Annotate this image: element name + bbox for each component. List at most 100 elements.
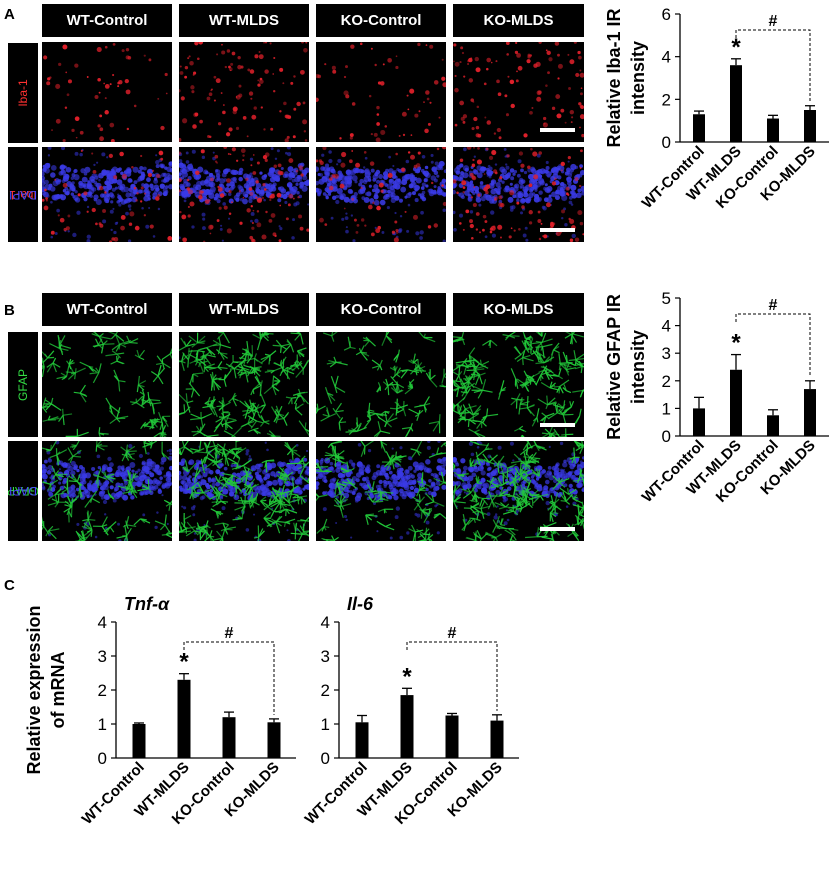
y-tick-label: 0	[321, 749, 330, 768]
significance-hash: #	[769, 297, 778, 314]
bar	[177, 679, 191, 758]
micrograph-iba1-row	[0, 42, 829, 142]
y-tick-label: 2	[662, 90, 671, 109]
y-tick-label: 4	[662, 48, 671, 67]
micrograph-image	[179, 332, 309, 437]
y-tick-label: 6	[662, 5, 671, 24]
y-axis-label: Relative GFAP IR	[604, 294, 624, 440]
significance-star: *	[731, 34, 741, 61]
scale-bar	[540, 527, 575, 531]
bar	[445, 715, 459, 758]
micrograph-image	[42, 441, 172, 541]
micrograph-image	[453, 332, 584, 437]
row-label-iba1: Iba-1	[8, 43, 38, 143]
chart-iba1-intensity: 0246WT-ControlWT-MLDSKO-ControlKO-MLDS*#…	[604, 5, 829, 212]
category-label: WT-Control	[79, 759, 148, 828]
row-label-gfap-dapi: GFAP DAPI	[8, 441, 38, 541]
micrograph-image	[316, 42, 446, 142]
y-tick-label: 4	[98, 613, 107, 632]
significance-hash: #	[769, 13, 778, 30]
bar	[767, 415, 779, 436]
micrograph-image	[42, 147, 172, 242]
micrograph-image	[453, 147, 584, 242]
y-axis-label: Relative Iba-1 IR	[604, 8, 624, 147]
column-header: KO-Control	[316, 4, 446, 37]
scale-bar	[540, 228, 575, 232]
column-header: KO-MLDS	[453, 4, 584, 37]
row-label-gfap: GFAP	[8, 332, 38, 437]
column-header: KO-Control	[316, 293, 446, 326]
y-tick-label: 3	[321, 647, 330, 666]
bar	[400, 695, 414, 758]
significance-star: *	[731, 330, 741, 357]
bar	[730, 369, 742, 436]
significance-hash: #	[225, 625, 234, 642]
y-axis-label: Relative expression	[24, 605, 44, 774]
significance-bracket	[735, 29, 811, 102]
y-axis-label: intensity	[628, 330, 648, 404]
significance-hash: #	[448, 625, 457, 642]
micrograph-image	[316, 441, 446, 541]
significance-star: *	[402, 663, 412, 690]
y-tick-label: 4	[662, 317, 671, 336]
category-label: WT-Control	[302, 759, 371, 828]
bar	[730, 65, 742, 142]
significance-star: *	[179, 649, 189, 676]
y-tick-label: 2	[662, 372, 671, 391]
bar	[490, 720, 504, 758]
significance-bracket	[735, 313, 811, 377]
micrograph-image	[316, 147, 446, 242]
y-tick-label: 5	[662, 289, 671, 308]
column-header: WT-Control	[42, 4, 172, 37]
panel-c-letter: C	[4, 577, 15, 594]
y-tick-label: 3	[662, 344, 671, 363]
column-header: KO-MLDS	[453, 293, 584, 326]
y-tick-label: 1	[321, 715, 330, 734]
bar	[804, 389, 816, 436]
micrograph-gfap-row	[0, 332, 829, 437]
micrograph-image	[42, 42, 172, 142]
bar	[693, 408, 705, 436]
chart-gfap-intensity: 012345WT-ControlWT-MLDSKO-ControlKO-MLDS…	[604, 289, 829, 506]
micrograph-gfap-dapi-row	[0, 441, 829, 541]
micrograph-image	[179, 147, 309, 242]
bar	[267, 722, 281, 758]
y-tick-label: 0	[98, 749, 107, 768]
micrograph-image	[453, 441, 584, 541]
y-tick-label: 2	[321, 681, 330, 700]
micrograph-image	[179, 441, 309, 541]
bar	[767, 118, 779, 142]
micrograph-image	[453, 42, 584, 142]
y-tick-label: 0	[662, 133, 671, 152]
y-tick-label: 3	[98, 647, 107, 666]
y-axis-label: of mRNA	[48, 652, 68, 729]
panel-b-letter: B	[4, 302, 15, 319]
micrograph-image	[42, 332, 172, 437]
scale-bar	[540, 128, 575, 132]
column-header: WT-Control	[42, 293, 172, 326]
bar	[132, 724, 146, 758]
chart-title: Il-6	[347, 594, 374, 614]
scale-bar	[540, 423, 575, 427]
bar	[693, 114, 705, 142]
y-tick-label: 2	[98, 681, 107, 700]
chart-title: Tnf-α	[124, 594, 170, 614]
significance-bracket	[406, 641, 498, 711]
column-header: WT-MLDS	[179, 4, 309, 37]
column-header: WT-MLDS	[179, 293, 309, 326]
y-axis-label: intensity	[628, 41, 648, 115]
chart-il6-mrna: 01234WT-ControlWT-MLDSKO-ControlKO-MLDS*…	[302, 594, 519, 828]
y-tick-label: 4	[321, 613, 330, 632]
micrograph-image	[316, 332, 446, 437]
significance-bracket	[183, 641, 275, 715]
chart-tnf-alpha-mrna: 01234WT-ControlWT-MLDSKO-ControlKO-MLDS*…	[24, 594, 296, 828]
panel-a-letter: A	[4, 6, 15, 23]
y-tick-label: 1	[662, 399, 671, 418]
row-label-iba1-dapi: Iba-1 DAPI	[8, 147, 38, 242]
micrograph-image	[179, 42, 309, 142]
micrograph-iba1-dapi-row	[0, 147, 829, 242]
y-tick-label: 0	[662, 427, 671, 446]
y-tick-label: 1	[98, 715, 107, 734]
bar	[804, 110, 816, 142]
bar	[355, 722, 369, 758]
